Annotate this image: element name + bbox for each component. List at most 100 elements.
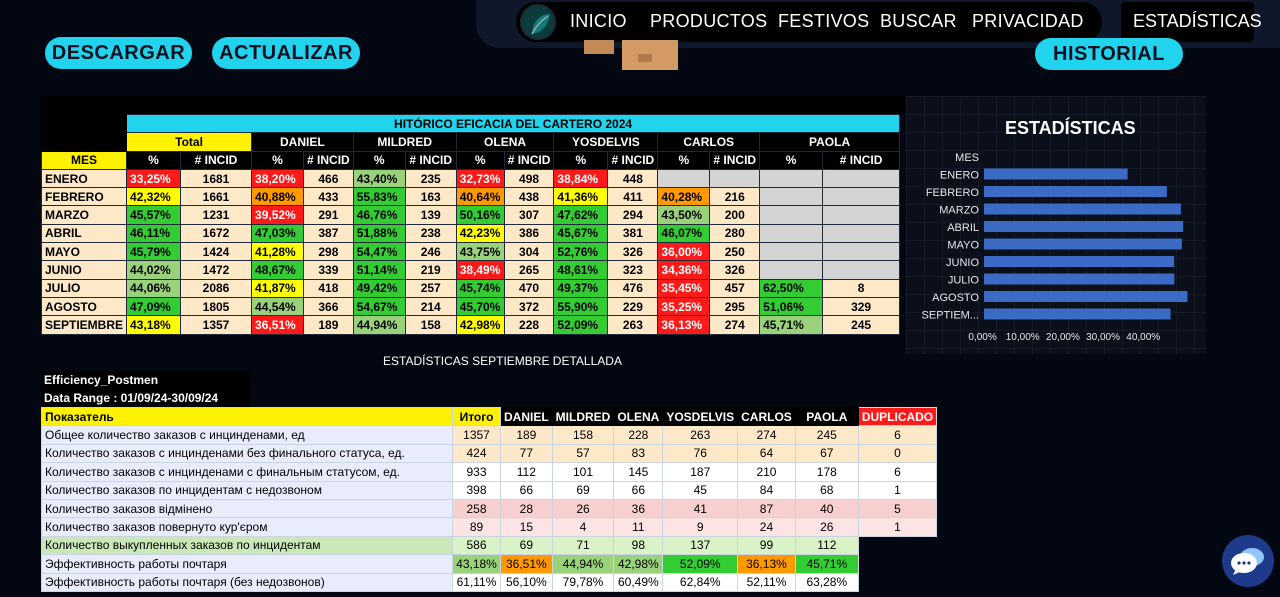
- detail-cell: 1: [857, 517, 938, 537]
- detail-cell: 0: [857, 443, 938, 464]
- detail-cell: 4: [551, 517, 615, 537]
- incid-cell: 246: [404, 242, 457, 262]
- nav-productos[interactable]: PRODUCTOS: [650, 11, 768, 31]
- history-button[interactable]: HISTORIAL: [1035, 38, 1183, 70]
- incid-cell: 386: [503, 223, 555, 244]
- chart-header-label: MES: [955, 152, 979, 164]
- detail-cell: 210: [737, 462, 796, 482]
- pct-cell: 43,75%: [455, 242, 505, 262]
- pct-cell: 52,76%: [553, 242, 609, 262]
- table-row: AGOSTO 47,09% 1805 44,54% 366 54,67% 214 45,70%…: [40, 296, 901, 317]
- incid-cell: 163: [404, 187, 457, 207]
- incid-cell: 1681: [180, 168, 253, 189]
- table-title: HITÓRICO EFICACIA DEL CARTERO 2024: [126, 113, 901, 134]
- detail-cell: 67: [794, 443, 859, 464]
- detail-cell: 586: [452, 535, 501, 556]
- x-tick-label: 40,00%: [1126, 332, 1160, 343]
- pct-cell: 51,06%: [759, 296, 824, 317]
- incid-header: # INCID: [503, 150, 555, 170]
- detail-cell: 15: [500, 517, 553, 537]
- detail-cell: 76: [662, 443, 739, 464]
- pct-cell: 47,62%: [553, 205, 609, 225]
- detail-cell: 228: [613, 425, 664, 445]
- detail-cell: 26: [551, 498, 615, 519]
- download-button[interactable]: DESCARGAR: [45, 37, 192, 69]
- incid-cell: 200: [709, 205, 761, 225]
- update-button[interactable]: ACTUALIZAR: [212, 37, 360, 69]
- nav-privacidad[interactable]: PRIVACIDAD: [972, 11, 1084, 31]
- detail-cell: 6: [857, 425, 938, 445]
- chat-button[interactable]: [1222, 535, 1274, 587]
- month-cell: ENERO: [40, 168, 128, 189]
- incid-cell: 291: [303, 205, 354, 225]
- detail-cell: 101: [551, 462, 615, 482]
- incid-cell: 476: [607, 278, 659, 298]
- pct-cell: 48,67%: [251, 260, 305, 280]
- incid-cell: 229: [607, 296, 659, 317]
- detail-cell: 98: [613, 535, 664, 556]
- table-row: JUNIO 44,02% 1472 48,67% 339 51,14% 219 38,49% 2…: [40, 260, 901, 280]
- incid-cell: 418: [303, 278, 354, 298]
- detail-label: Количество выкупленных заказов по инциде…: [41, 535, 453, 556]
- incid-cell: 470: [503, 278, 555, 298]
- month-cell: AGOSTO: [40, 296, 128, 317]
- pct-header: %: [657, 150, 711, 170]
- detail-cell: 28: [500, 498, 553, 519]
- category-label: SEPTIEM...: [922, 310, 979, 322]
- pct-cell: 47,09%: [126, 296, 182, 317]
- nav-inicio[interactable]: INICIO: [570, 11, 627, 31]
- incid-cell: 498: [503, 168, 555, 189]
- efficiency-postmen-label: Efficiency_Postmen: [41, 371, 250, 389]
- detail-header: Итого: [452, 406, 501, 427]
- detail-cell: [857, 554, 938, 574]
- date-range-label: Data Range : 01/09/24-30/09/24: [41, 389, 250, 407]
- pct-cell: [759, 168, 824, 189]
- detail-cell: 68: [794, 480, 859, 500]
- bar: [984, 308, 1171, 320]
- pct-cell: 48,61%: [553, 260, 609, 280]
- detail-header: DANIEL: [500, 406, 553, 427]
- pct-cell: 51,88%: [352, 223, 406, 244]
- incid-cell: 274: [709, 315, 761, 335]
- chart-title: ESTADÍSTICAS: [1005, 118, 1136, 138]
- pct-cell: 36,13%: [657, 315, 711, 335]
- incid-cell: 245: [822, 315, 901, 335]
- detail-cell: 112: [794, 535, 859, 556]
- detail-cell: 112: [500, 462, 553, 482]
- group-header: PAOLA: [759, 132, 901, 152]
- nav-buscar[interactable]: BUSCAR: [880, 11, 957, 31]
- detail-cell: 1357: [452, 425, 501, 445]
- nav-estadisticas[interactable]: ESTADÍSTICAS: [1133, 11, 1262, 31]
- incid-cell: 329: [822, 296, 901, 317]
- incid-cell: 8: [822, 278, 901, 298]
- x-tick-label: 30,00%: [1086, 332, 1120, 343]
- incid-header: # INCID: [303, 150, 354, 170]
- detail-cell: 36,51%: [500, 554, 553, 574]
- pct-cell: 41,87%: [251, 278, 305, 298]
- incid-cell: 1357: [180, 315, 253, 335]
- detail-cell: 69: [500, 535, 553, 556]
- logo[interactable]: [520, 4, 556, 40]
- pct-cell: [759, 223, 824, 244]
- detail-label: Количество заказов с инцинденами с финал…: [41, 462, 453, 482]
- incid-cell: 214: [404, 296, 457, 317]
- incid-cell: 280: [709, 223, 761, 244]
- detail-cell: 36: [613, 498, 664, 519]
- pct-cell: 35,25%: [657, 296, 711, 317]
- table-top-bar: [41, 96, 949, 114]
- group-header: Total: [126, 132, 253, 152]
- nav-festivos[interactable]: FESTIVOS: [778, 11, 870, 31]
- bar: [984, 221, 1184, 232]
- incid-cell: [822, 168, 901, 189]
- blank-cell: [40, 113, 128, 134]
- pct-cell: 43,18%: [126, 315, 182, 335]
- pct-cell: 44,02%: [126, 260, 182, 280]
- detail-label: Количество заказов с инцинденами без фин…: [41, 443, 453, 464]
- pct-cell: 39,52%: [251, 205, 305, 225]
- pct-cell: [759, 187, 824, 207]
- detail-header: Показатель: [41, 406, 453, 427]
- table-row: JULIO 44,06% 2086 41,87% 418 49,42% 257 45,74% 4…: [40, 278, 901, 298]
- pct-cell: 42,98%: [455, 315, 505, 335]
- pct-cell: 38,84%: [553, 168, 609, 189]
- detail-cell: 398: [452, 480, 501, 500]
